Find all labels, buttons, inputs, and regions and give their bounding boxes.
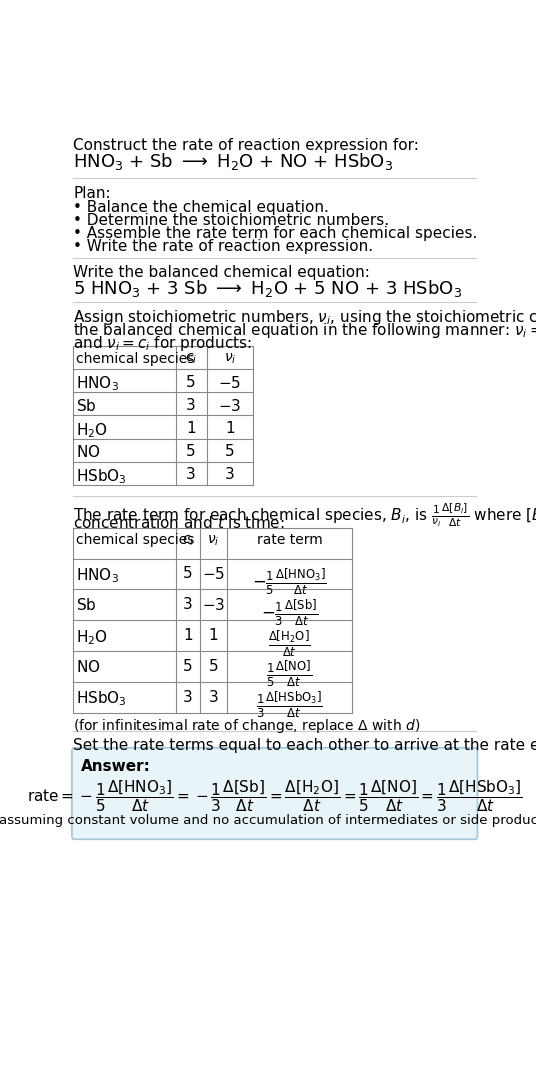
Text: $-3$: $-3$ (202, 597, 225, 614)
Text: 3: 3 (225, 467, 235, 482)
Text: $\mathrm{HNO_3}$ + Sb $\longrightarrow$ $\mathrm{H_2O}$ + NO + $\mathrm{HSbO_3}$: $\mathrm{HNO_3}$ + Sb $\longrightarrow$ … (73, 151, 393, 172)
Text: 5: 5 (209, 658, 218, 673)
Text: 3: 3 (209, 690, 218, 705)
Text: $c_i$: $c_i$ (182, 533, 194, 547)
Text: rate term: rate term (257, 533, 322, 547)
Text: Write the balanced chemical equation:: Write the balanced chemical equation: (73, 264, 370, 280)
Text: chemical species: chemical species (76, 351, 195, 366)
Text: $\mathrm{NO}$: $\mathrm{NO}$ (76, 658, 101, 675)
Text: 1: 1 (225, 421, 235, 436)
Text: 3: 3 (186, 467, 196, 482)
Text: $\mathrm{NO}$: $\mathrm{NO}$ (76, 444, 101, 460)
Text: concentration and $t$ is time:: concentration and $t$ is time: (73, 515, 285, 531)
Text: Answer:: Answer: (81, 759, 151, 774)
Text: $-\frac{1}{3}\frac{\Delta[\mathrm{Sb}]}{\Delta t}$: $-\frac{1}{3}\frac{\Delta[\mathrm{Sb}]}{… (261, 597, 318, 628)
Text: 5: 5 (183, 567, 193, 581)
Text: $\mathrm{HSbO_3}$: $\mathrm{HSbO_3}$ (76, 467, 127, 485)
Text: • Assemble the rate term for each chemical species.: • Assemble the rate term for each chemic… (73, 226, 478, 242)
Text: 5: 5 (186, 444, 196, 459)
Text: Set the rate terms equal to each other to arrive at the rate expression:: Set the rate terms equal to each other t… (73, 738, 536, 753)
Text: $\mathrm{HSbO_3}$: $\mathrm{HSbO_3}$ (76, 690, 127, 708)
Text: 5: 5 (186, 374, 196, 390)
Text: • Write the rate of reaction expression.: • Write the rate of reaction expression. (73, 239, 374, 255)
Text: Assign stoichiometric numbers, $\nu_i$, using the stoichiometric coefficients, $: Assign stoichiometric numbers, $\nu_i$, … (73, 308, 536, 326)
Text: $\frac{\Delta[\mathrm{H_2O}]}{\Delta t}$: $\frac{\Delta[\mathrm{H_2O}]}{\Delta t}$ (268, 628, 311, 658)
Text: $\mathrm{rate} = -\dfrac{1}{5}\dfrac{\Delta[\mathrm{HNO_3}]}{\Delta t} = -\dfrac: $\mathrm{rate} = -\dfrac{1}{5}\dfrac{\De… (27, 778, 523, 814)
Text: $\mathrm{Sb}$: $\mathrm{Sb}$ (76, 398, 97, 413)
Text: and $\nu_i = c_i$ for products:: and $\nu_i = c_i$ for products: (73, 334, 252, 353)
FancyBboxPatch shape (72, 747, 478, 839)
Text: $\frac{1}{3}\frac{\Delta[\mathrm{HSbO_3}]}{\Delta t}$: $\frac{1}{3}\frac{\Delta[\mathrm{HSbO_3}… (256, 690, 323, 720)
Text: 5: 5 (183, 658, 193, 673)
Text: $\mathrm{HNO_3}$: $\mathrm{HNO_3}$ (76, 374, 119, 394)
Text: (assuming constant volume and no accumulation of intermediates or side products): (assuming constant volume and no accumul… (0, 814, 536, 827)
Text: (for infinitesimal rate of change, replace $\Delta$ with $d$): (for infinitesimal rate of change, repla… (73, 717, 420, 735)
Text: $\nu_i$: $\nu_i$ (224, 351, 236, 366)
Text: $\mathrm{H_2O}$: $\mathrm{H_2O}$ (76, 421, 108, 440)
Text: 5 $\mathrm{HNO_3}$ + 3 Sb $\longrightarrow$ $\mathrm{H_2O}$ + 5 NO + 3 $\mathrm{: 5 $\mathrm{HNO_3}$ + 3 Sb $\longrightarr… (73, 279, 462, 299)
Text: 1: 1 (186, 421, 196, 436)
Text: $-\frac{1}{5}\frac{\Delta[\mathrm{HNO_3}]}{\Delta t}$: $-\frac{1}{5}\frac{\Delta[\mathrm{HNO_3}… (252, 567, 327, 597)
Text: 1: 1 (183, 628, 193, 643)
Text: Plan:: Plan: (73, 186, 111, 201)
Text: 5: 5 (225, 444, 235, 459)
Text: Construct the rate of reaction expression for:: Construct the rate of reaction expressio… (73, 138, 419, 153)
Text: 3: 3 (186, 398, 196, 412)
Text: $-3$: $-3$ (218, 398, 241, 413)
Text: $\frac{1}{5}\frac{\Delta[\mathrm{NO}]}{\Delta t}$: $\frac{1}{5}\frac{\Delta[\mathrm{NO}]}{\… (266, 658, 312, 690)
Text: 3: 3 (183, 597, 193, 613)
Text: $\mathrm{Sb}$: $\mathrm{Sb}$ (76, 597, 97, 614)
Text: 1: 1 (209, 628, 218, 643)
Text: $-5$: $-5$ (218, 374, 241, 391)
Text: $\nu_i$: $\nu_i$ (207, 533, 220, 547)
Text: the balanced chemical equation in the following manner: $\nu_i = -c_i$ for react: the balanced chemical equation in the fo… (73, 321, 536, 339)
Text: chemical species: chemical species (76, 533, 195, 547)
Text: $-5$: $-5$ (202, 567, 225, 582)
Text: 3: 3 (183, 690, 193, 705)
Text: • Balance the chemical equation.: • Balance the chemical equation. (73, 200, 329, 214)
Text: • Determine the stoichiometric numbers.: • Determine the stoichiometric numbers. (73, 213, 389, 228)
Text: $c_i$: $c_i$ (185, 351, 197, 366)
Text: The rate term for each chemical species, $B_i$, is $\frac{1}{\nu_i}\frac{\Delta[: The rate term for each chemical species,… (73, 502, 536, 530)
Text: $\mathrm{H_2O}$: $\mathrm{H_2O}$ (76, 628, 108, 646)
Text: $\mathrm{HNO_3}$: $\mathrm{HNO_3}$ (76, 567, 119, 585)
